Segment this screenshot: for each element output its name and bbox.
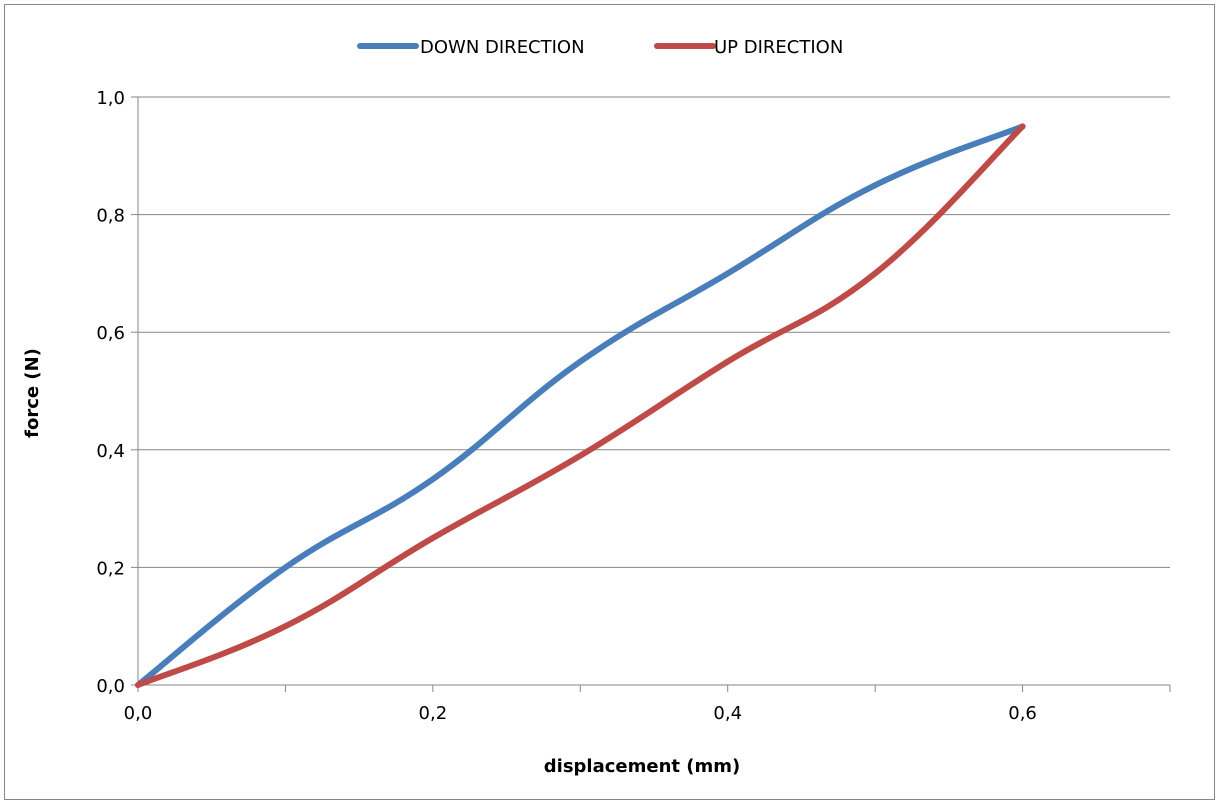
tick-labels: 0,0 0,2 0,4 0,6 0,8 1,0 0,0 0,2 0,4 0,6 (96, 88, 1037, 724)
axes (131, 96, 1171, 692)
y-axis-title: force (N) (22, 348, 43, 438)
series-line-down-direction (135, 123, 1026, 688)
series-line-up-direction (135, 123, 1026, 688)
x-axis-title: displacement (mm) (544, 756, 740, 777)
y-tick-label: 0,4 (96, 441, 125, 462)
y-tick-label: 1,0 (96, 88, 125, 109)
grid-lines (138, 96, 1170, 568)
x-tick-label: 0,0 (124, 703, 153, 724)
y-tick-label: 0,8 (96, 206, 125, 227)
legend: DOWN DIRECTION UP DIRECTION (357, 37, 843, 58)
x-tick-label: 0,2 (419, 703, 448, 724)
legend-label-down-direction: DOWN DIRECTION (420, 37, 585, 58)
legend-label-up-direction: UP DIRECTION (714, 37, 843, 58)
y-tick-label: 0,6 (96, 323, 125, 344)
y-tick-label: 0,0 (96, 676, 125, 697)
x-tick-label: 0,4 (713, 703, 742, 724)
y-tick-label: 0,2 (96, 558, 125, 579)
series-lines (135, 123, 1026, 688)
x-tick-label: 0,6 (1008, 703, 1037, 724)
